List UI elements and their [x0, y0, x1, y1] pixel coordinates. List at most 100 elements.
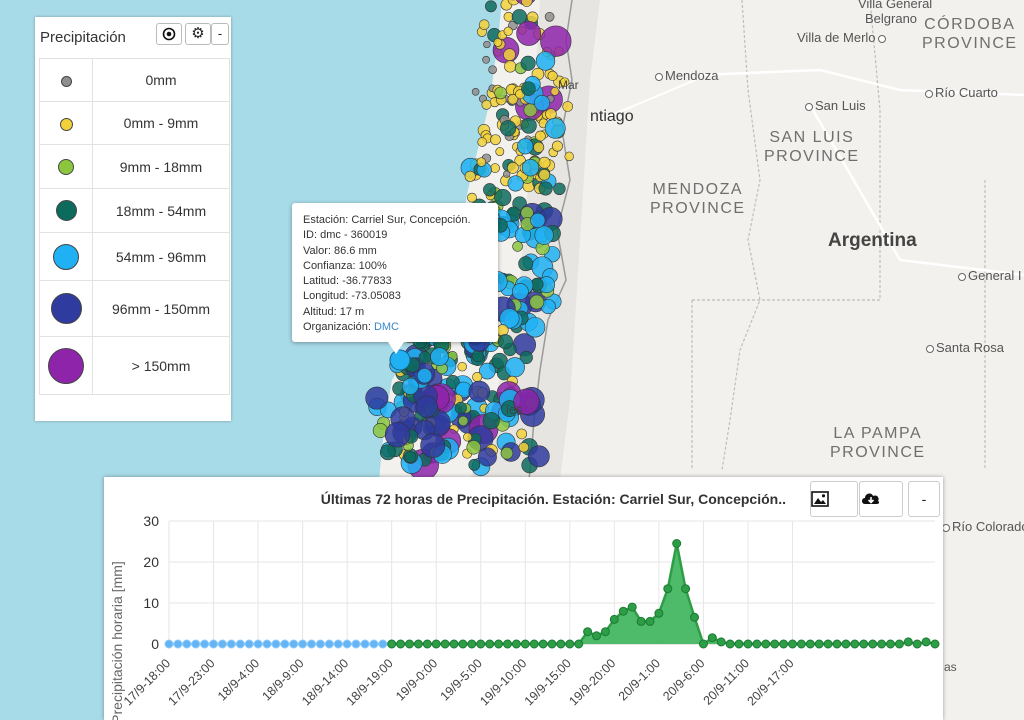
station-marker[interactable]: [550, 87, 560, 96]
station-marker[interactable]: [482, 55, 490, 64]
data-point[interactable]: [342, 639, 352, 649]
station-marker[interactable]: [551, 140, 563, 152]
data-point[interactable]: [752, 639, 762, 649]
data-point[interactable]: [413, 639, 423, 649]
data-point[interactable]: [485, 639, 495, 649]
station-marker[interactable]: [507, 0, 520, 6]
station-marker[interactable]: [488, 65, 497, 74]
data-point[interactable]: [627, 602, 637, 612]
data-point[interactable]: [200, 639, 210, 649]
legend-settings-button[interactable]: ⚙: [185, 23, 211, 45]
data-point[interactable]: [609, 614, 619, 624]
station-marker[interactable]: [464, 170, 476, 182]
station-marker[interactable]: [483, 183, 497, 197]
station-marker[interactable]: [457, 361, 467, 372]
station-marker[interactable]: [511, 283, 529, 300]
station-marker[interactable]: [418, 351, 432, 364]
data-point[interactable]: [921, 637, 931, 647]
data-point[interactable]: [511, 639, 521, 649]
data-point[interactable]: [351, 639, 361, 649]
station-marker[interactable]: [538, 156, 551, 169]
station-marker[interactable]: [404, 451, 417, 464]
station-marker[interactable]: [415, 395, 438, 418]
station-marker[interactable]: [490, 134, 501, 146]
station-marker[interactable]: [420, 433, 446, 458]
station-marker[interactable]: [379, 444, 396, 461]
station-marker[interactable]: [530, 212, 546, 228]
station-marker[interactable]: [445, 375, 460, 389]
data-point[interactable]: [387, 639, 397, 649]
station-marker[interactable]: [401, 377, 419, 395]
station-marker[interactable]: [544, 11, 555, 22]
data-point[interactable]: [529, 639, 539, 649]
station-marker[interactable]: [529, 294, 545, 310]
station-marker[interactable]: [483, 40, 491, 49]
station-marker[interactable]: [560, 77, 570, 87]
data-point[interactable]: [360, 639, 370, 649]
data-point[interactable]: [333, 639, 343, 649]
data-point[interactable]: [244, 639, 254, 649]
station-marker[interactable]: [494, 86, 507, 100]
station-marker[interactable]: [517, 138, 534, 155]
station-marker[interactable]: [518, 256, 534, 272]
data-point[interactable]: [654, 608, 664, 618]
station-marker[interactable]: [478, 19, 490, 30]
data-point[interactable]: [725, 639, 735, 649]
station-marker[interactable]: [468, 458, 481, 471]
data-point[interactable]: [271, 639, 281, 649]
data-point[interactable]: [547, 639, 557, 649]
data-point[interactable]: [315, 639, 325, 649]
station-marker[interactable]: [493, 38, 503, 47]
data-point[interactable]: [903, 637, 913, 647]
station-marker[interactable]: [468, 380, 491, 403]
station-marker[interactable]: [503, 26, 513, 36]
station-marker[interactable]: [500, 446, 514, 460]
station-marker[interactable]: [476, 157, 487, 167]
station-marker[interactable]: [533, 94, 551, 112]
data-point[interactable]: [217, 639, 227, 649]
data-point[interactable]: [663, 584, 673, 594]
data-point[interactable]: [538, 639, 548, 649]
station-marker[interactable]: [495, 147, 505, 157]
data-point[interactable]: [690, 612, 699, 622]
data-point[interactable]: [877, 639, 887, 649]
station-marker[interactable]: [478, 362, 496, 380]
station-marker[interactable]: [458, 415, 469, 427]
station-marker[interactable]: [562, 101, 574, 112]
data-point[interactable]: [645, 616, 655, 626]
data-point[interactable]: [520, 639, 530, 649]
data-point[interactable]: [191, 639, 201, 649]
data-point[interactable]: [324, 639, 334, 649]
station-marker[interactable]: [504, 60, 517, 73]
station-marker[interactable]: [516, 20, 542, 46]
data-point[interactable]: [235, 639, 245, 649]
data-point[interactable]: [672, 539, 682, 548]
data-point[interactable]: [431, 639, 441, 649]
station-marker[interactable]: [494, 189, 512, 207]
data-point[interactable]: [912, 639, 922, 649]
data-point[interactable]: [226, 639, 236, 649]
station-marker[interactable]: [520, 117, 537, 134]
download-data-button[interactable]: [859, 481, 903, 517]
station-marker[interactable]: [463, 432, 473, 442]
data-point[interactable]: [164, 639, 174, 649]
data-point[interactable]: [698, 639, 708, 649]
data-point[interactable]: [503, 639, 512, 649]
data-point[interactable]: [859, 639, 869, 649]
station-marker[interactable]: [490, 163, 500, 173]
station-marker[interactable]: [520, 55, 536, 71]
station-marker[interactable]: [540, 25, 572, 57]
locate-button[interactable]: [156, 23, 182, 45]
station-marker[interactable]: [504, 357, 525, 378]
station-marker[interactable]: [534, 225, 554, 245]
station-marker[interactable]: [416, 368, 433, 384]
data-point[interactable]: [796, 639, 806, 649]
chart-collapse-button[interactable]: -: [908, 481, 940, 517]
station-marker[interactable]: [499, 308, 520, 329]
data-point[interactable]: [894, 639, 904, 649]
station-marker[interactable]: [538, 181, 553, 196]
station-marker[interactable]: [471, 349, 485, 363]
station-marker[interactable]: [472, 371, 483, 383]
data-point[interactable]: [298, 639, 308, 649]
data-point[interactable]: [173, 639, 183, 649]
